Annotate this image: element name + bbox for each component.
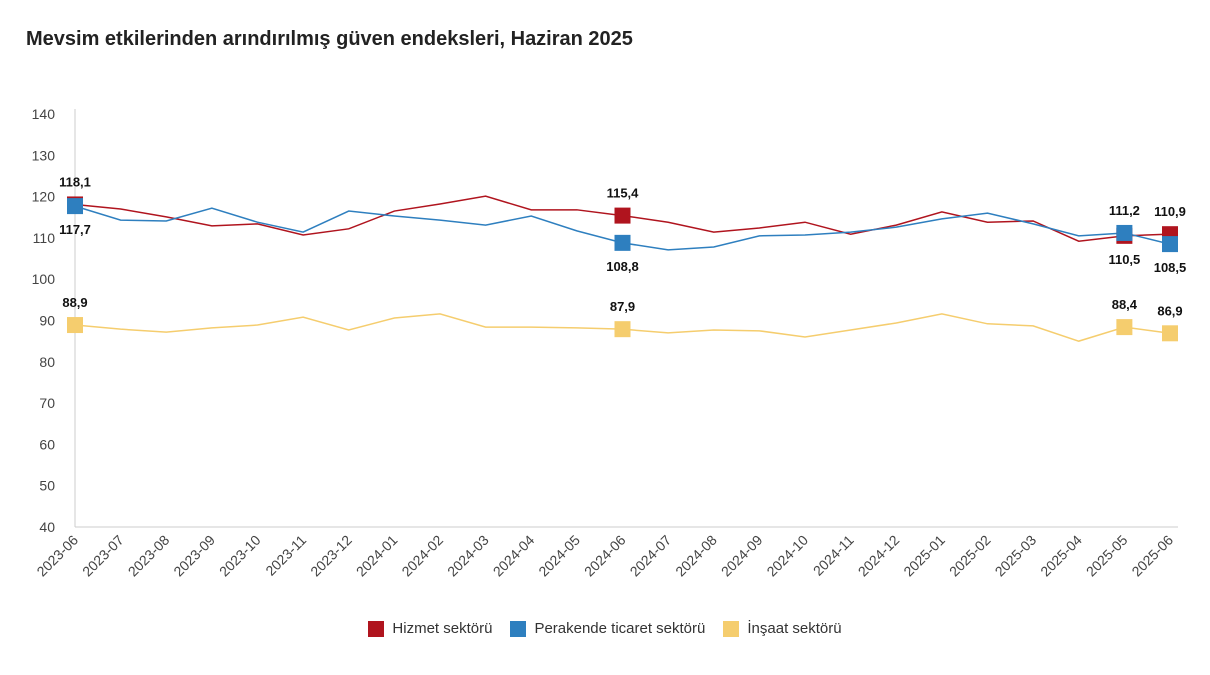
y-tick-label: 120 <box>32 189 56 205</box>
x-tick-label: 2025-02 <box>946 532 994 580</box>
data-label: 88,9 <box>62 295 87 310</box>
data-label: 110,9 <box>1154 204 1186 219</box>
data-label: 115,4 <box>607 186 640 201</box>
x-tick-label: 2024-08 <box>672 532 720 580</box>
legend-label: Perakende ticaret sektörü <box>534 620 706 637</box>
x-tick-label: 2024-06 <box>581 532 629 580</box>
x-tick-label: 2024-02 <box>398 532 446 580</box>
legend-swatch <box>368 620 385 637</box>
x-tick-label: 2025-01 <box>900 532 948 580</box>
chart-title: Mevsim etkilerinden arındırılmış güven e… <box>26 28 633 50</box>
data-label: 108,8 <box>606 259 639 274</box>
legend-swatch <box>510 620 527 637</box>
y-tick-label: 110 <box>33 230 56 246</box>
x-tick-label: 2025-03 <box>992 532 1040 580</box>
y-tick-label: 140 <box>32 106 56 122</box>
data-label: 88,4 <box>1112 297 1138 312</box>
y-tick-label: 40 <box>39 519 55 535</box>
y-tick-label: 80 <box>39 354 55 370</box>
x-tick-label: 2024-11 <box>810 532 857 579</box>
data-marker <box>1162 236 1178 253</box>
data-label: 118,1 <box>59 174 91 189</box>
legend-label: İnşaat sektörü <box>747 620 842 637</box>
x-tick-label: 2024-09 <box>718 532 766 580</box>
legend-item-insaat[interactable]: İnşaat sektörü <box>723 620 842 637</box>
x-tick-label: 2025-05 <box>1083 532 1131 580</box>
x-tick-label: 2024-04 <box>490 532 538 580</box>
data-label: 108,5 <box>1154 260 1187 275</box>
data-label: 117,7 <box>59 222 91 237</box>
legend-item-hizmet[interactable]: Hizmet sektörü <box>368 620 492 637</box>
x-tick-label: 2023-10 <box>216 532 264 580</box>
y-tick-label: 130 <box>32 147 56 163</box>
legend-swatch <box>723 620 740 637</box>
data-marker <box>67 317 83 334</box>
legend-item-perakende[interactable]: Perakende ticaret sektörü <box>510 620 705 637</box>
x-tick-label: 2023-07 <box>79 532 127 580</box>
data-marker <box>614 207 631 224</box>
y-tick-label: 90 <box>39 313 55 329</box>
data-marker <box>1116 319 1133 336</box>
data-label: 110,5 <box>1108 252 1140 267</box>
data-label: 87,9 <box>610 299 635 314</box>
x-tick-label: 2025-06 <box>1128 532 1176 580</box>
y-tick-label: 100 <box>32 271 56 287</box>
x-tick-label: 2024-01 <box>353 532 401 580</box>
y-tick-label: 50 <box>39 478 55 494</box>
x-tick-label: 2024-05 <box>535 532 583 580</box>
x-tick-label: 2024-12 <box>855 532 903 580</box>
data-marker <box>1162 325 1178 342</box>
x-tick-label: 2023-11 <box>262 532 309 579</box>
x-tick-label: 2024-10 <box>763 532 811 580</box>
data-marker <box>67 198 83 215</box>
data-label: 86,9 <box>1157 303 1182 318</box>
data-marker <box>614 234 631 251</box>
x-tick-label: 2023-08 <box>125 532 173 580</box>
data-label: 111,2 <box>1109 203 1140 218</box>
data-marker <box>614 321 631 338</box>
legend: Hizmet sektörü Perakende ticaret sektörü… <box>0 620 1210 637</box>
y-tick-label: 60 <box>39 436 55 452</box>
x-tick-label: 2023-12 <box>307 532 355 580</box>
x-tick-label: 2025-04 <box>1037 532 1085 580</box>
data-marker <box>1116 224 1133 241</box>
x-tick-label: 2023-06 <box>33 532 81 580</box>
x-tick-label: 2024-07 <box>627 532 675 580</box>
x-tick-label: 2024-03 <box>444 532 492 580</box>
x-tick-label: 2023-09 <box>170 532 218 580</box>
legend-label: Hizmet sektörü <box>392 620 493 637</box>
y-tick-label: 70 <box>39 395 55 411</box>
